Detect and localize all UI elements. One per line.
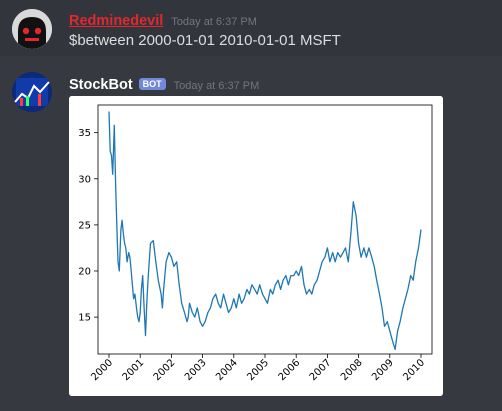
y-tick-label: 20: [78, 267, 91, 278]
price-series-line: [108, 111, 422, 351]
message-stockbot: StockBot BOT Today at 6:37 PM 15 20 25 30 35 20…: [0, 62, 502, 411]
username[interactable]: Redminedevil: [69, 13, 164, 29]
y-tick-label: 15: [78, 313, 91, 324]
ghost-avatar-icon: [12, 9, 52, 49]
timestamp[interactable]: Today at 6:37 PM: [171, 16, 257, 28]
username[interactable]: StockBot: [69, 77, 133, 93]
y-tick-label: 35: [78, 128, 91, 139]
chart-image-embed[interactable]: 15 20 25 30 35 2000 2001 2002 2003 2004 2005 2006 20…: [69, 96, 443, 396]
message-header: Redminedevil Today at 6:37 PM: [69, 10, 257, 29]
message-content: $between 2000-01-01 2010-01-01 MSFT: [69, 32, 341, 49]
bot-avatar[interactable]: [12, 72, 52, 112]
timestamp[interactable]: Today at 6:37 PM: [173, 80, 260, 92]
message-header: StockBot BOT Today at 6:37 PM: [69, 74, 259, 93]
y-tick-label: 30: [78, 174, 91, 185]
stock-chart-avatar-icon: [12, 72, 52, 112]
user-avatar[interactable]: [12, 9, 52, 49]
bot-badge: BOT: [138, 78, 166, 90]
y-tick-label: 25: [78, 220, 91, 231]
message-redminedevil: Redminedevil Today at 6:37 PM $between 20…: [0, 0, 502, 56]
